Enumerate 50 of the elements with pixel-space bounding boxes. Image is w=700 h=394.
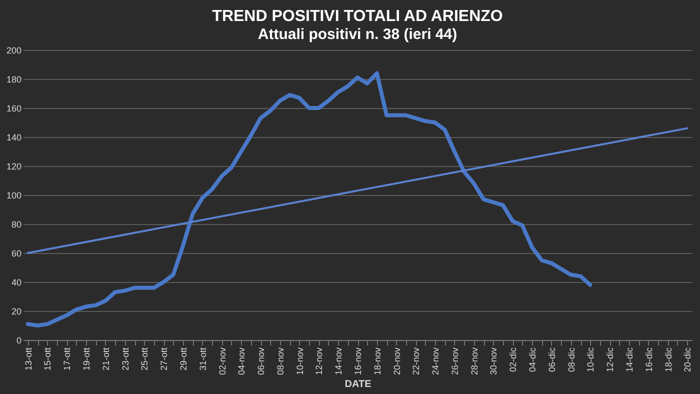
y-tick-label: 140: [6, 132, 22, 142]
x-tick-label: 08-nov: [275, 347, 286, 376]
y-tick-label: 100: [6, 190, 22, 200]
x-tick-label: 15-ott: [42, 347, 53, 371]
x-tick-label: 18-nov: [372, 347, 382, 376]
y-tick-label: 160: [6, 104, 22, 114]
x-tick-label: 02-dic: [508, 347, 518, 372]
x-tick-label: 16-nov: [353, 347, 363, 376]
x-tick-label: 12-nov: [314, 347, 324, 376]
x-tick-label: 12-dic: [605, 347, 616, 372]
y-tick-label: 20: [11, 306, 22, 316]
x-tick-label: 16-dic: [644, 347, 654, 372]
x-tick-label: 25-ott: [140, 347, 150, 371]
x-tick-label: 18-dic: [663, 347, 674, 372]
x-tick-label: 10-nov: [294, 347, 305, 376]
y-tick-label: 80: [11, 220, 22, 230]
x-tick-label: 06-nov: [256, 347, 266, 376]
x-tick-label: 23-ott: [120, 347, 130, 371]
line-series: [26, 71, 592, 328]
x-tick-label: 17-ott: [62, 347, 72, 371]
y-tick-label: 120: [6, 162, 22, 172]
x-tick-label: 31-ott: [198, 347, 208, 371]
x-tick-label: 21-ott: [100, 347, 111, 371]
x-tick-label: 14-nov: [334, 347, 344, 376]
x-tick-label: 06-dic: [546, 347, 557, 372]
y-tick-label: 200: [6, 46, 22, 56]
y-tick-label: 40: [11, 278, 22, 288]
x-tick-label: 27-ott: [159, 347, 170, 371]
x-tick-label: 28-nov: [469, 347, 480, 376]
chart-title: TREND POSITIVI TOTALI AD ARIENZO: [212, 8, 503, 25]
x-tick-label: 20-nov: [392, 347, 402, 376]
x-tick-label: 10-dic: [586, 347, 596, 372]
x-tick-label: 04-nov: [236, 347, 247, 376]
x-tick-label: 08-dic: [566, 347, 576, 372]
x-tick-label: 30-nov: [488, 347, 499, 376]
x-tick-label: 14-dic: [624, 347, 634, 372]
x-tick-label: 29-ott: [178, 347, 188, 371]
x-tick-label: 19-ott: [82, 347, 92, 371]
x-tick-label: 24-nov: [430, 347, 441, 376]
x-tick-label: 02-nov: [217, 347, 228, 376]
x-tick-label: 22-nov: [411, 347, 422, 376]
x-tick-label: 04-dic: [528, 347, 538, 372]
y-tick-label: 0: [16, 336, 22, 346]
x-axis-title: DATE: [344, 379, 372, 390]
y-tick-label: 60: [11, 248, 22, 258]
x-tick-label: 26-nov: [450, 347, 460, 376]
x-tick-label: 20-dic: [682, 347, 693, 372]
x-tick-label: 13-ott: [23, 347, 34, 371]
chart-subtitle: Attuali positivi n. 38 (ieri 44): [258, 26, 458, 43]
y-tick-label: 180: [6, 74, 22, 84]
